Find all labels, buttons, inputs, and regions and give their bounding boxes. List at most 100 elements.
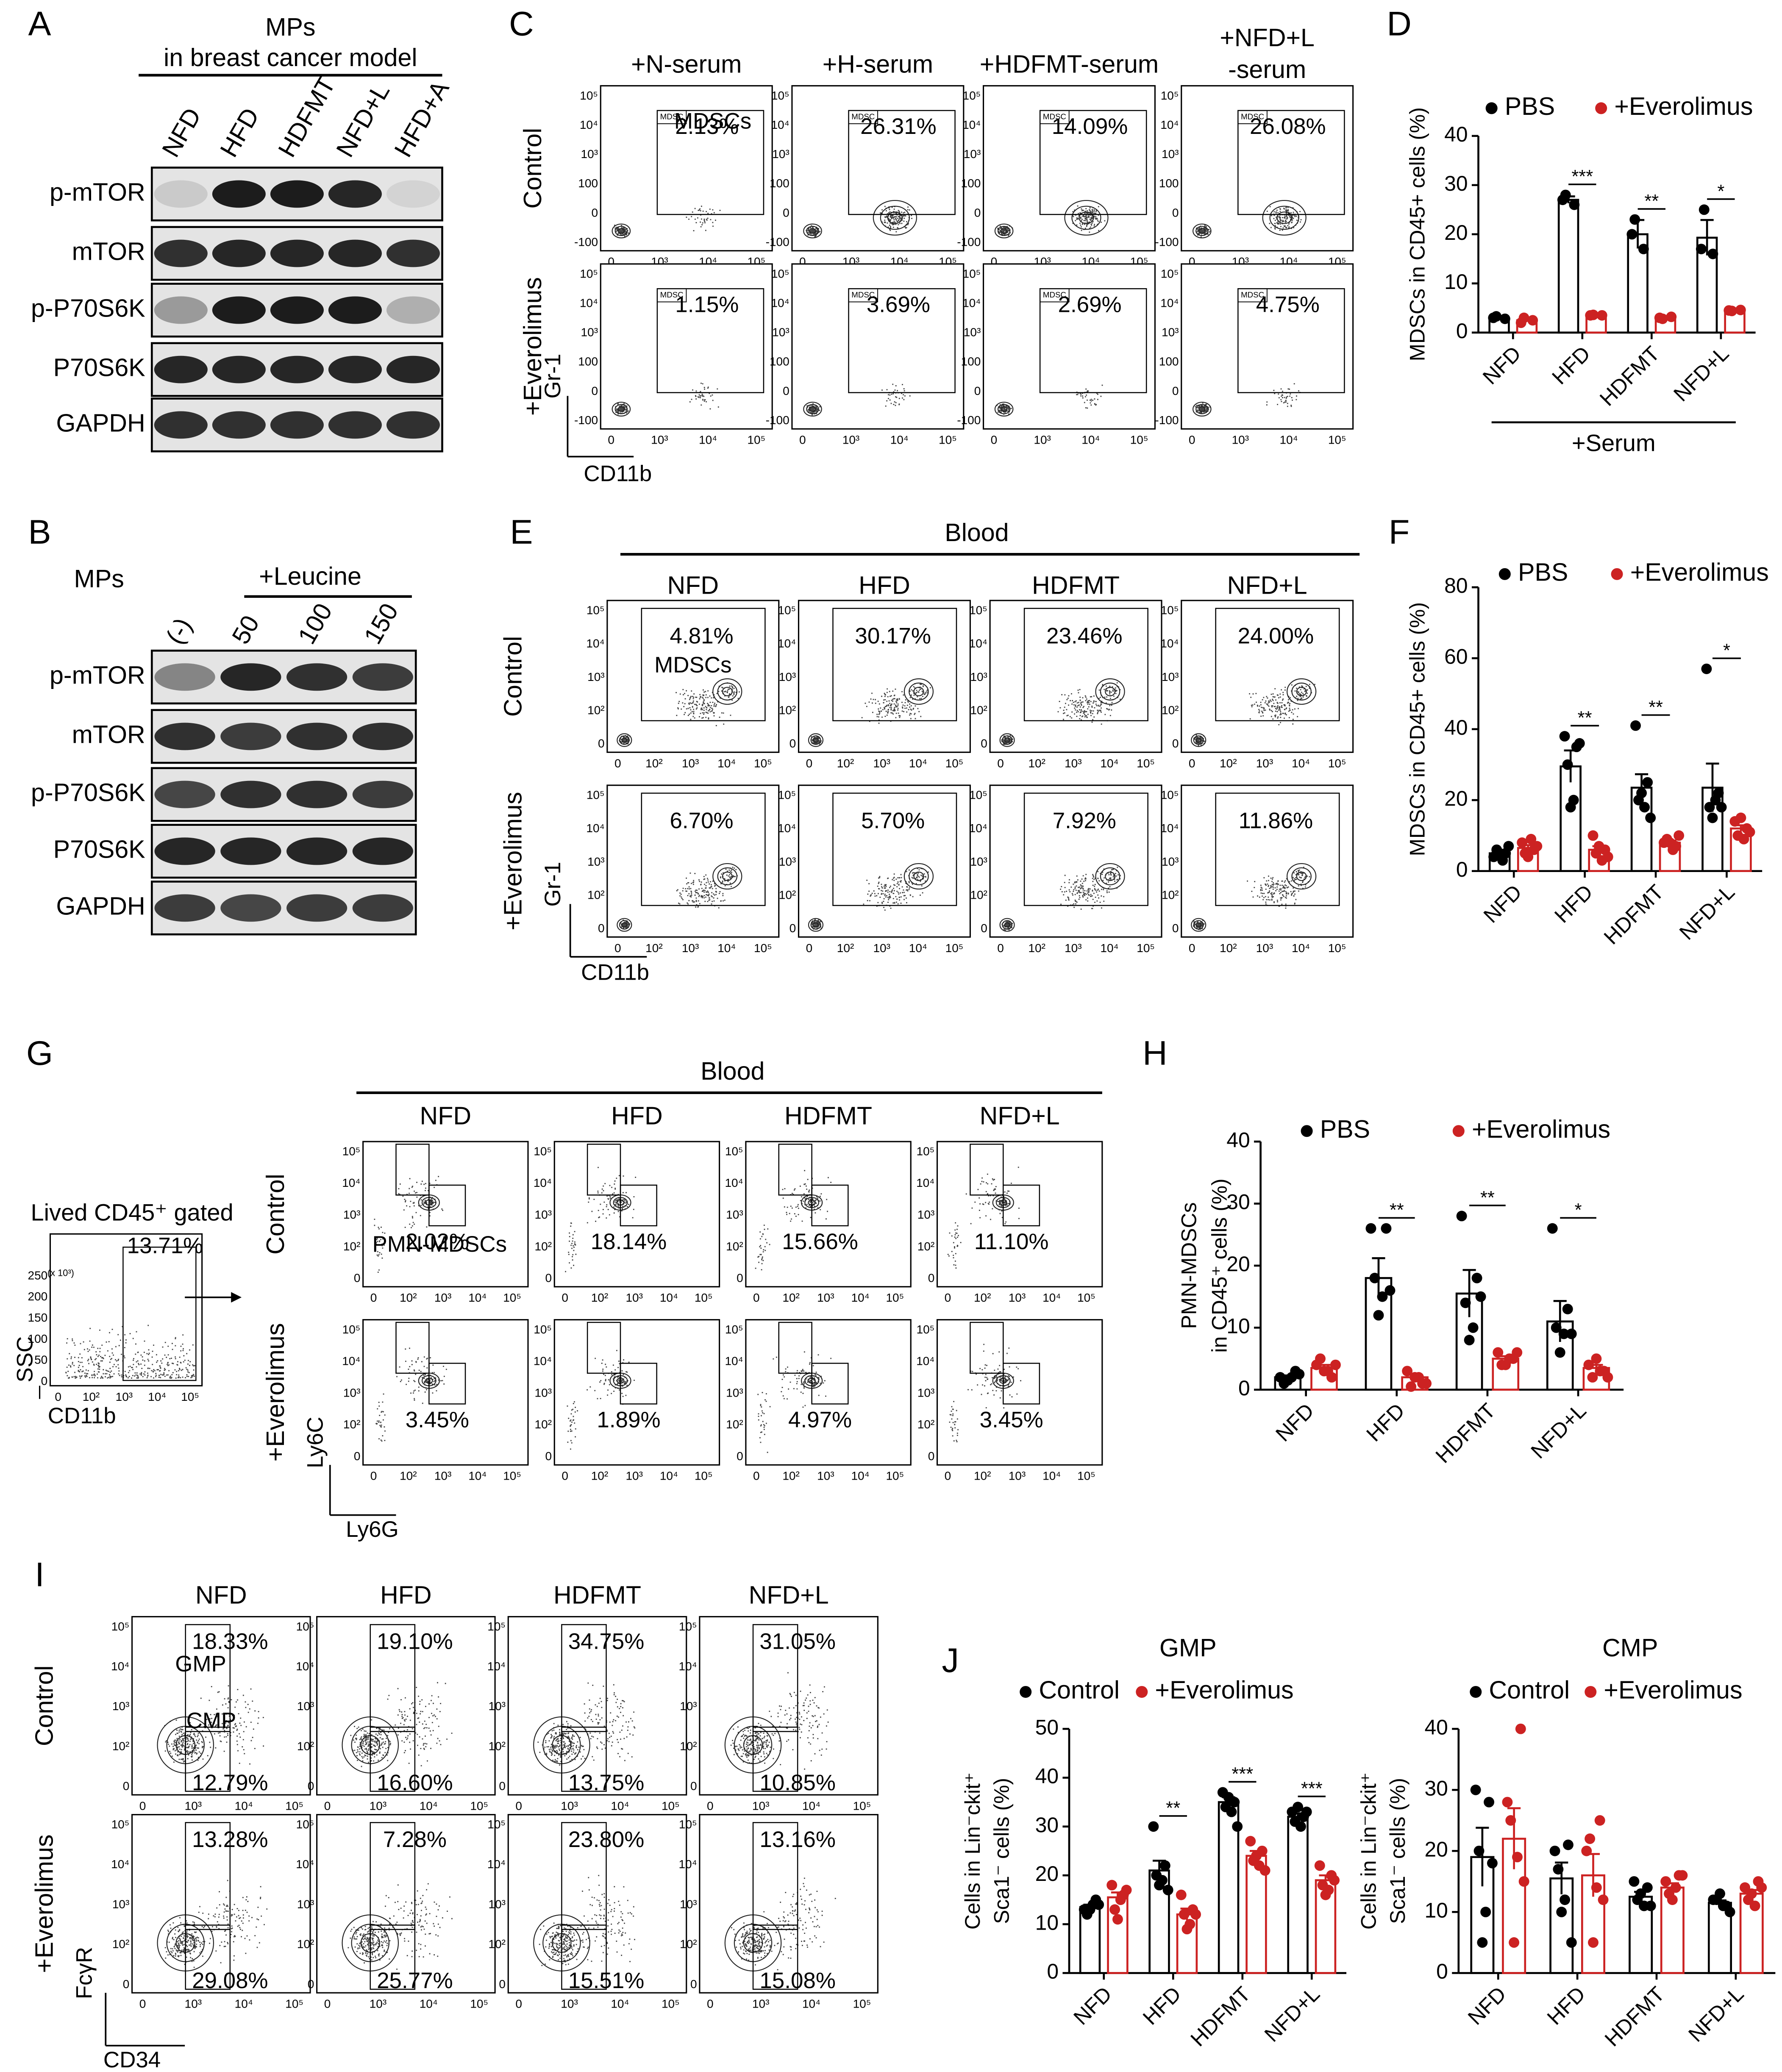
legend-marker: [1136, 1686, 1148, 1698]
contour: [1195, 404, 1209, 414]
flow-tick: 10⁵: [886, 1291, 904, 1304]
panel-letter: H: [1143, 1034, 1167, 1072]
point: [1421, 1378, 1432, 1389]
axis-label: Ly6G: [346, 1517, 399, 1542]
flow-tick: 0: [1172, 206, 1179, 219]
contour: [810, 920, 821, 930]
gate: [752, 1822, 798, 1930]
point: [1666, 311, 1677, 322]
scale-note: (x 10³): [47, 1267, 74, 1278]
flow-plot: [798, 600, 971, 753]
point: [1409, 1372, 1421, 1383]
subset-label: GMP: [175, 1652, 226, 1677]
flow-tick: 10⁴: [699, 433, 717, 447]
legend-label: Control: [1039, 1676, 1120, 1704]
flow-tick: 10⁴: [1292, 757, 1310, 770]
y-tick-label: 10: [1444, 270, 1468, 294]
contour: [1291, 682, 1312, 701]
chart-title: CMP: [1602, 1633, 1658, 1662]
flow-tick: 10⁵: [1328, 433, 1346, 447]
flow-tick: 10⁴: [296, 1660, 314, 1673]
band: [328, 296, 382, 324]
band: [328, 411, 382, 439]
panel-letter: E: [510, 513, 533, 551]
point: [1704, 802, 1715, 813]
flow-tick: 0: [324, 1997, 331, 2011]
point: [1182, 1924, 1193, 1935]
flow-tick: 10⁴: [342, 1355, 360, 1368]
y-tick-label: 30: [1444, 172, 1468, 195]
flow-tick: 10⁵: [725, 1323, 743, 1336]
gate: [1023, 792, 1148, 906]
flow-plot: [553, 1141, 720, 1288]
flow-tick: 10³: [297, 1700, 314, 1713]
legend-label: +Everolimus: [1630, 558, 1769, 586]
gate: [832, 608, 957, 722]
band: [154, 239, 208, 267]
flow-tick: 10²: [917, 1240, 935, 1253]
contour: [1269, 206, 1299, 230]
flow-tick: 10⁴: [1043, 1469, 1061, 1483]
flow-plot: [362, 1141, 529, 1288]
flow-tick: 10⁴: [148, 1390, 166, 1403]
flow-tick: 100: [578, 355, 598, 368]
flow-tick: 10³: [1065, 942, 1081, 955]
flow-tick: 10⁴: [1292, 942, 1310, 955]
point: [1547, 1223, 1558, 1234]
flow-tick: 10⁴: [1279, 433, 1298, 447]
flow-tick: 10³: [343, 1386, 361, 1399]
flow-plot: [606, 784, 780, 938]
gate-label: MDSC: [1043, 290, 1066, 299]
flow-plot: [49, 1233, 203, 1386]
x-tick-label: HFD: [1550, 880, 1597, 928]
flow-tick: 10³: [185, 1799, 202, 1812]
flow-tick: 10²: [680, 1739, 697, 1753]
flow-plot: [316, 1814, 496, 1994]
flow-tick: 10³: [682, 757, 699, 770]
point: [1232, 1821, 1243, 1832]
flow-tick: 10²: [837, 942, 854, 955]
flow-tick: 10³: [581, 326, 598, 339]
point: [1190, 1909, 1201, 1920]
point: [1566, 1328, 1577, 1339]
percent: 13.16%: [759, 1827, 836, 1852]
chart-title: GMP: [1159, 1633, 1217, 1662]
legend-marker: [1611, 568, 1623, 580]
point: [1154, 1880, 1165, 1891]
flow-tick: 10³: [964, 147, 981, 161]
flow-tick: 0: [614, 757, 621, 770]
flow-tick: 10²: [587, 888, 605, 901]
contour: [712, 863, 742, 890]
gate: [185, 1925, 231, 1990]
flow-tick: 10⁴: [586, 637, 604, 650]
y-tick-label: 20: [1444, 786, 1468, 810]
point: [1562, 1839, 1573, 1850]
point: [1523, 851, 1534, 862]
flow-plot: [745, 1319, 912, 1466]
contour: [803, 223, 822, 239]
gate-tag: [656, 288, 687, 303]
row-label: Control: [498, 636, 527, 717]
point: [1587, 1372, 1598, 1383]
point: [1585, 1833, 1596, 1844]
flow-tick: 0: [370, 1469, 377, 1483]
point: [1639, 802, 1650, 813]
point: [1509, 1937, 1520, 1948]
gate-tag: [1237, 288, 1268, 303]
contour: [1198, 228, 1206, 234]
flow-tick: 10⁴: [487, 1660, 506, 1673]
percent: 2.69%: [1058, 292, 1122, 317]
flow-tick: 10²: [1220, 757, 1237, 770]
percent: 13.28%: [192, 1827, 268, 1852]
y-axis-label: Cells in Lin⁻ckit⁺: [961, 1772, 984, 1930]
percent: 26.08%: [1250, 114, 1326, 139]
percent: 2.02%: [406, 1229, 469, 1254]
flow-tick: 10⁵: [853, 1997, 871, 2011]
point: [1756, 1882, 1767, 1893]
flow-tick: 100: [961, 355, 981, 368]
flow-tick: 10³: [535, 1386, 552, 1399]
point: [1670, 1882, 1681, 1893]
significance: **: [1644, 191, 1659, 211]
flow-tick: 0: [499, 1780, 506, 1793]
flow-tick: 10³: [1162, 326, 1179, 339]
